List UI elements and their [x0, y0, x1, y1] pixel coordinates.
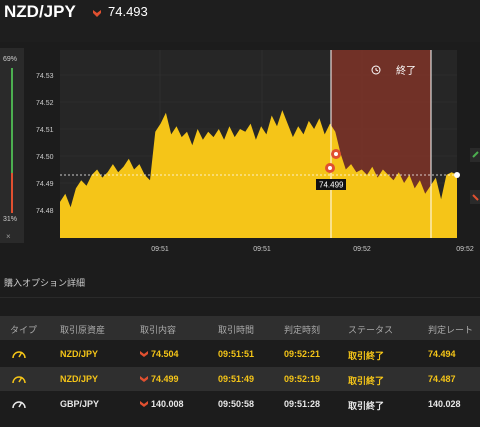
row-rate: 74.487: [428, 374, 456, 384]
down-arrow-icon: [140, 401, 148, 407]
row-content: 74.504: [151, 349, 179, 359]
row-time: 09:51:51: [218, 349, 255, 359]
row-status: 取引終了: [348, 401, 385, 411]
up-arrow-icon: [472, 151, 479, 158]
y-tick-label: 74.51: [36, 127, 54, 134]
table-row[interactable]: NZD/JPY 74.504 09:51:51 09:52:21 取引終了 74…: [0, 342, 480, 366]
x-tick-label: 09:51: [151, 246, 169, 253]
col-rate: 判定レート: [428, 325, 474, 335]
row-asset: GBP/JPY: [60, 399, 100, 409]
down-arrow-icon: [140, 376, 148, 382]
col-time: 取引時間: [218, 325, 255, 335]
down-arrow-icon: [472, 194, 479, 201]
row-judge: 09:52:19: [284, 374, 321, 384]
close-icon[interactable]: ×: [6, 232, 11, 241]
table-row[interactable]: GBP/JPY 140.008 09:50:58 09:51:28 取引終了 1…: [0, 392, 480, 416]
col-asset: 取引原資産: [60, 325, 106, 335]
row-content: 74.499: [151, 374, 179, 384]
gauge-top-label: 69%: [3, 56, 18, 63]
row-judge: 09:52:21: [284, 349, 321, 359]
sentiment-gauge: 69% 31%: [0, 48, 24, 243]
row-asset: NZD/JPY: [60, 349, 99, 359]
col-type: タイプ: [10, 325, 38, 335]
marker-price: 74.499: [319, 181, 344, 190]
marker-icon: [331, 149, 341, 159]
row-asset: NZD/JPY: [60, 374, 99, 384]
col-status: ステータス: [348, 325, 394, 335]
end-label: 終了: [396, 64, 416, 77]
x-axis: 09:51 09:51 09:52 09:52: [151, 246, 474, 253]
down-arrow-icon: [93, 10, 101, 17]
gauge-down-bar: [11, 173, 13, 213]
row-time: 09:50:58: [218, 399, 255, 409]
y-tick-label: 74.52: [36, 100, 54, 107]
gauge-icon: [12, 376, 26, 384]
y-tick-label: 74.50: [36, 154, 54, 161]
x-tick-label: 09:52: [456, 246, 474, 253]
y-tick-label: 74.48: [36, 208, 54, 215]
y-tick-label: 74.49: [36, 181, 54, 188]
gauge-icon: [12, 401, 26, 409]
row-time: 09:51:49: [218, 374, 255, 384]
current-price: 74.493: [108, 4, 148, 19]
row-rate: 140.028: [428, 399, 461, 409]
price-area: [60, 110, 457, 238]
table-row[interactable]: NZD/JPY 74.499 09:51:49 09:52:19 取引終了 74…: [0, 367, 480, 391]
down-arrow-icon: [140, 351, 148, 357]
row-rate: 74.494: [428, 349, 456, 359]
y-axis: 74.53 74.52 74.51 74.50 74.49 74.48: [36, 73, 54, 215]
marker-icon: [325, 163, 335, 173]
row-status: 取引終了: [348, 351, 385, 361]
marker-price-box: [316, 179, 346, 190]
x-tick-label: 09:52: [353, 246, 371, 253]
table-header: タイプ 取引原資産 取引内容 取引時間 判定時刻 ステータス 判定レート: [0, 316, 480, 340]
pair-title: NZD/JPY: [4, 2, 76, 21]
price-chart: 終了 74.499 74.53 74.52 74.51 74.50 74.49 74.48…: [36, 50, 480, 253]
section-title: 購入オプション詳細: [4, 278, 86, 288]
gauge-up-bar: [11, 68, 13, 173]
y-tick-label: 74.53: [36, 73, 54, 80]
current-price-dot: [454, 172, 460, 178]
gauge-bottom-label: 31%: [3, 216, 18, 223]
x-tick-label: 09:51: [253, 246, 271, 253]
row-status: 取引終了: [348, 376, 385, 386]
clock-icon: [371, 65, 381, 75]
col-judge: 判定時刻: [284, 325, 321, 335]
divider: [0, 297, 480, 298]
row-content: 140.008: [151, 399, 184, 409]
header: NZD/JPY 74.493: [0, 0, 480, 42]
row-judge: 09:51:28: [284, 399, 321, 409]
col-content: 取引内容: [140, 325, 177, 335]
gauge-icon: [12, 351, 26, 359]
